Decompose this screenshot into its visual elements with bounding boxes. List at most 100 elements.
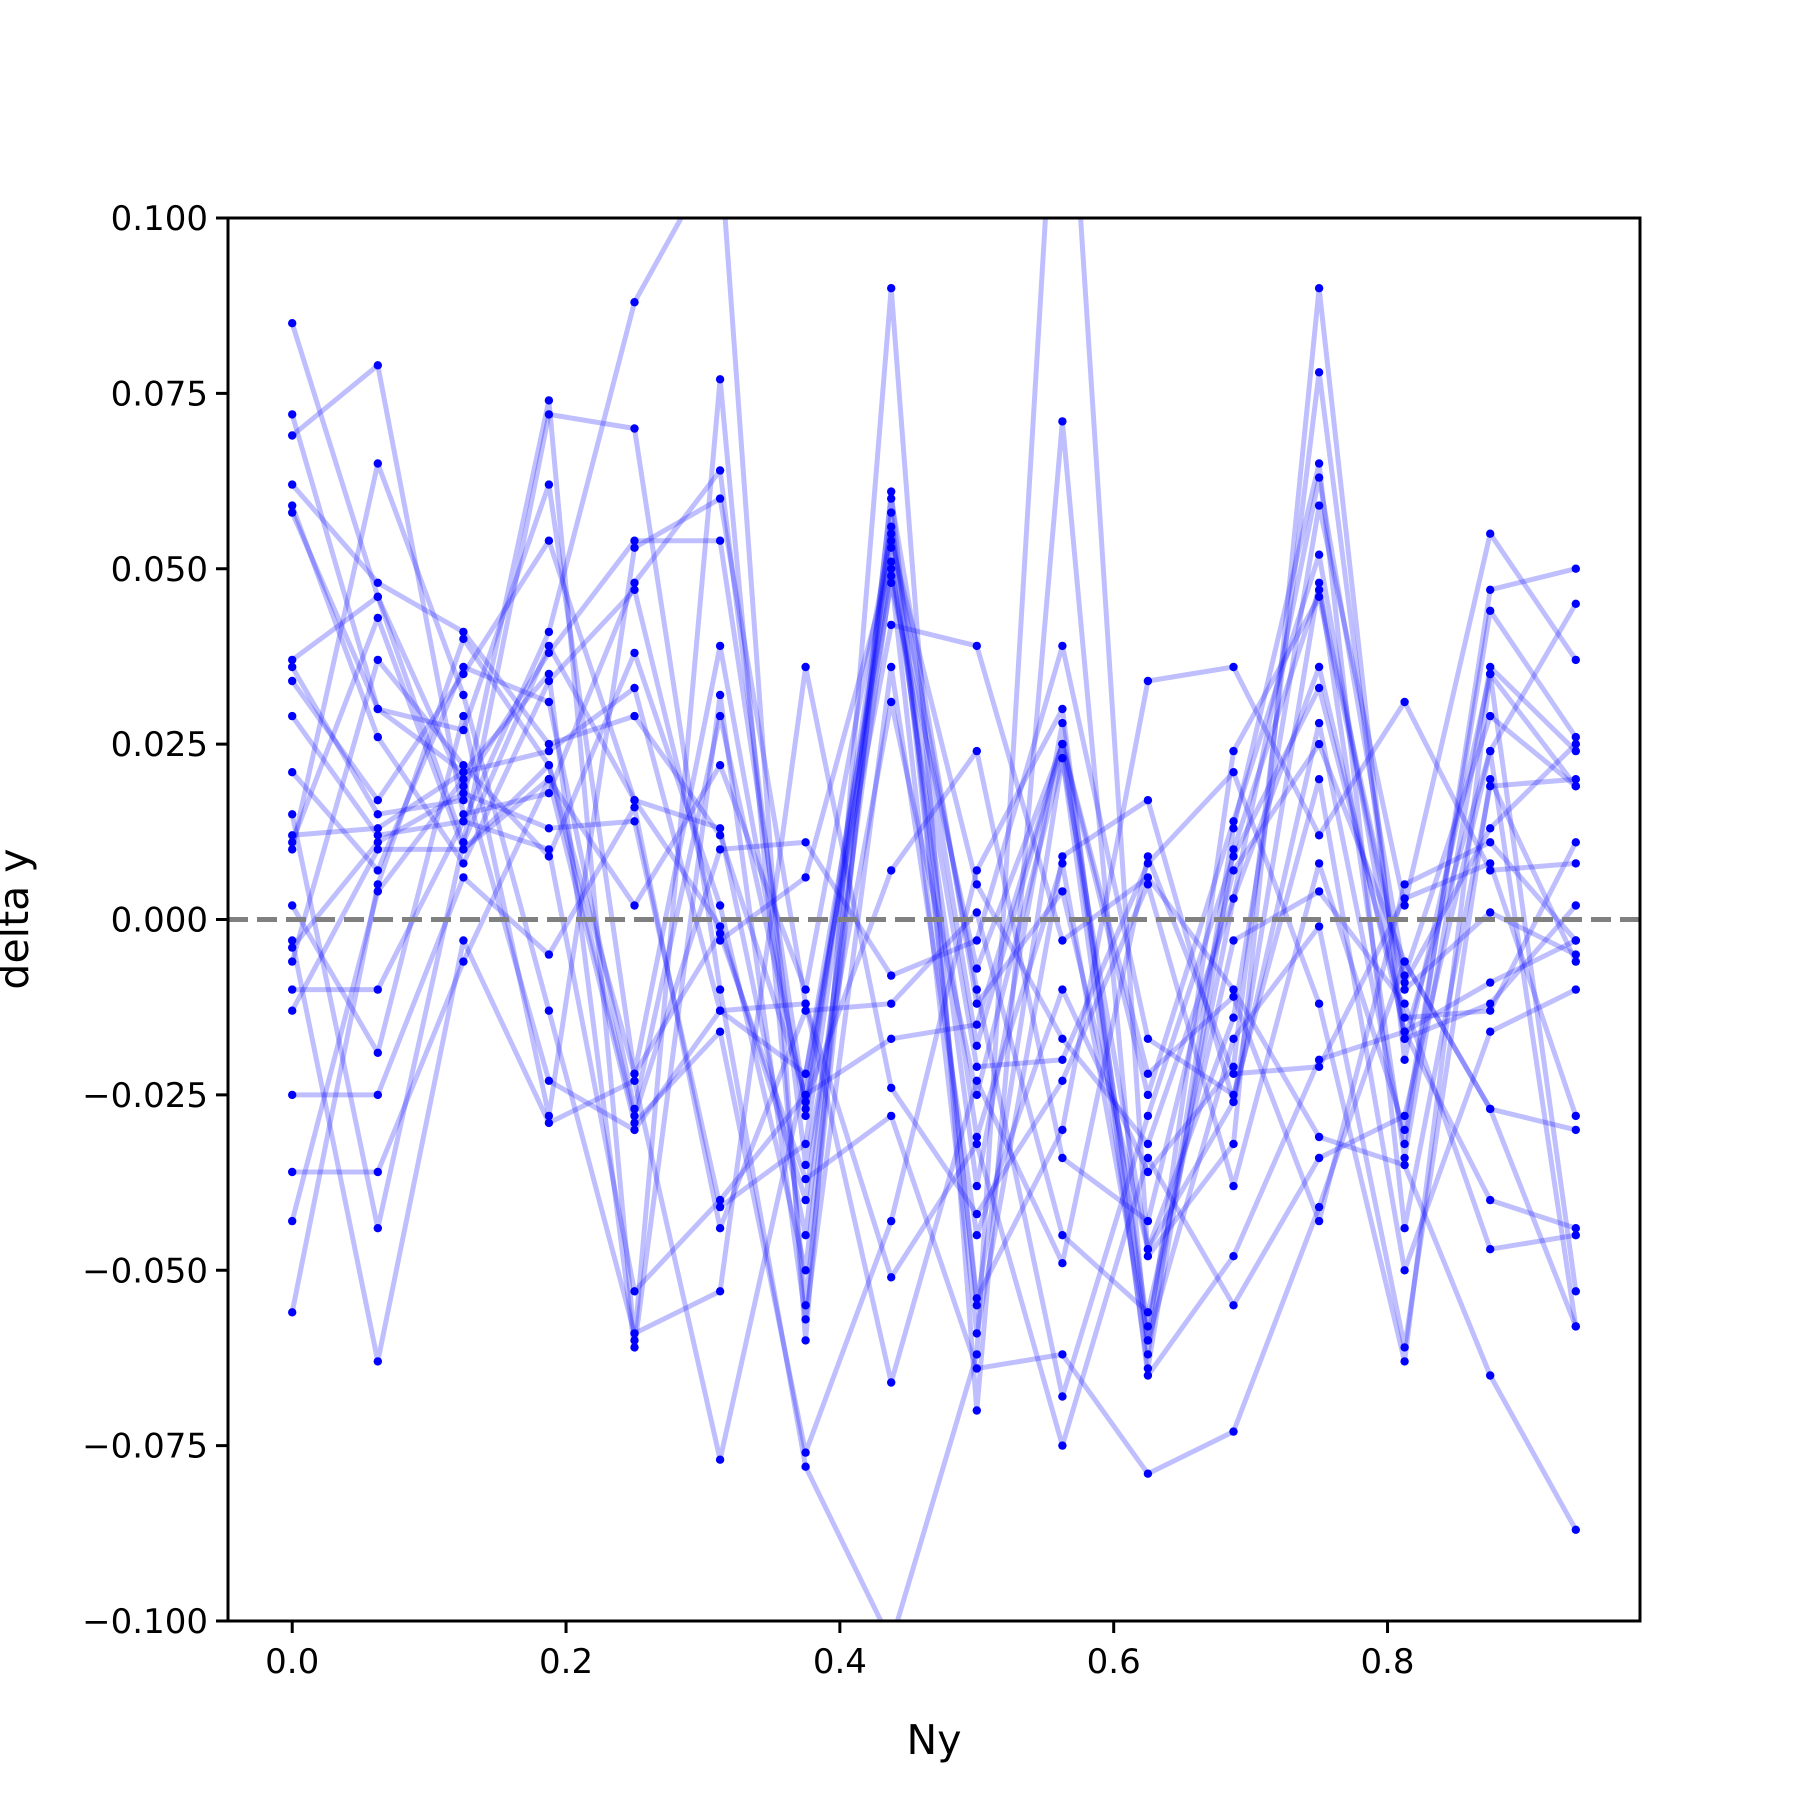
data-point — [1058, 1350, 1067, 1359]
data-point — [459, 838, 468, 847]
series-line-19 — [292, 706, 1577, 1456]
series-line-9 — [290, 538, 1578, 1336]
data-point — [630, 901, 639, 910]
data-point — [1143, 1322, 1153, 1331]
data-point — [801, 1266, 810, 1275]
data-point — [715, 1202, 725, 1212]
data-point — [1486, 978, 1495, 987]
data-point — [373, 732, 382, 742]
data-point — [972, 1132, 981, 1142]
data-point — [1058, 852, 1067, 861]
data-point — [373, 704, 382, 714]
series-line-5 — [289, 504, 1577, 1343]
data-point — [373, 838, 382, 847]
data-point — [459, 690, 468, 700]
data-point — [887, 522, 896, 531]
data-point — [544, 845, 554, 854]
data-point — [1143, 1371, 1153, 1380]
data-point — [715, 936, 725, 945]
data-point — [373, 459, 382, 468]
data-point — [715, 922, 725, 931]
data-point — [459, 768, 468, 777]
data-point — [1400, 1034, 1409, 1044]
data-point — [887, 866, 896, 875]
data-point — [544, 676, 554, 686]
y-tick-label: −0.050 — [82, 1251, 208, 1291]
data-point — [1486, 746, 1495, 756]
data-point — [887, 543, 896, 552]
data-point — [801, 838, 810, 847]
y-tick-label: 0.050 — [111, 550, 208, 590]
data-point — [373, 887, 382, 896]
data-point — [1143, 1069, 1153, 1079]
data-point — [1143, 1336, 1153, 1345]
data-point — [1143, 1364, 1153, 1373]
data-point — [1229, 845, 1238, 854]
data-point — [288, 508, 297, 517]
data-point — [288, 1006, 297, 1015]
data-point — [373, 866, 382, 875]
data-point — [630, 424, 639, 433]
data-point — [1314, 718, 1324, 728]
data-point — [801, 1315, 810, 1324]
series-line-14 — [290, 545, 1579, 1350]
data-point — [1229, 1252, 1238, 1261]
data-point — [887, 620, 896, 630]
data-point — [1143, 1350, 1153, 1359]
data-point — [459, 634, 468, 644]
data-point — [630, 1104, 639, 1114]
data-point — [972, 1020, 981, 1029]
data-point — [887, 1216, 896, 1226]
data-point — [1486, 1371, 1495, 1380]
data-point — [373, 613, 382, 623]
data-point — [1058, 1055, 1067, 1065]
data-point — [887, 1638, 895, 1646]
data-point — [288, 1167, 297, 1177]
data-point — [1058, 1076, 1067, 1086]
data-point — [373, 655, 382, 665]
data-point — [801, 1111, 810, 1121]
data-point — [887, 971, 896, 980]
data-point — [459, 859, 468, 868]
data-point — [972, 1231, 981, 1240]
data-point — [288, 768, 297, 777]
data-point — [459, 873, 468, 882]
series-line-2 — [289, 413, 1578, 1364]
data-point — [1314, 775, 1324, 784]
data-point — [630, 585, 639, 594]
data-point — [373, 1090, 382, 1100]
data-point — [544, 1006, 554, 1015]
data-point — [1143, 1167, 1153, 1177]
data-point — [1143, 1090, 1153, 1100]
data-point — [1400, 971, 1409, 980]
series-points — [288, 284, 1581, 1646]
data-point — [373, 845, 382, 854]
data-point — [1486, 1027, 1495, 1036]
data-point — [887, 487, 896, 496]
data-point — [544, 697, 554, 707]
data-point — [1571, 732, 1581, 742]
series-line-17 — [289, 643, 1577, 1273]
series-line-8 — [290, 376, 1578, 1343]
data-point — [1400, 1153, 1409, 1163]
data-point — [887, 1378, 896, 1387]
x-tick-label: 0.0 — [265, 1642, 319, 1682]
data-point — [1400, 1111, 1409, 1121]
data-point — [887, 999, 896, 1008]
data-point — [288, 831, 297, 840]
y-tick-label: 0.025 — [111, 725, 208, 765]
data-point — [972, 964, 981, 973]
data-point — [1058, 704, 1067, 714]
data-point — [1143, 1034, 1153, 1044]
data-point — [1314, 662, 1324, 672]
data-point — [1143, 1245, 1153, 1254]
data-point — [801, 873, 810, 882]
data-point — [972, 1350, 981, 1359]
data-point — [630, 543, 639, 552]
data-point — [459, 810, 468, 819]
data-point — [1400, 1125, 1409, 1135]
data-point — [288, 957, 297, 966]
data-point — [801, 985, 810, 994]
data-point — [544, 536, 554, 545]
